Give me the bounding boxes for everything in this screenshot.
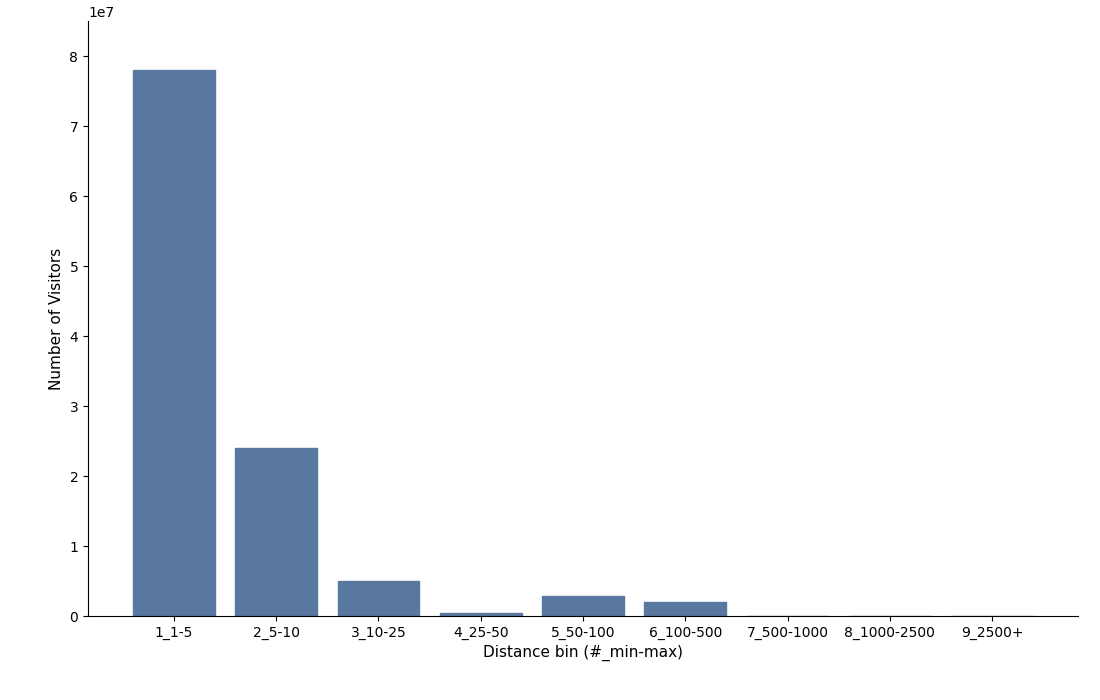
- Bar: [235, 448, 317, 616]
- Bar: [645, 602, 726, 616]
- Bar: [542, 596, 624, 616]
- X-axis label: Distance bin (#_min-max): Distance bin (#_min-max): [483, 645, 683, 661]
- Bar: [133, 70, 214, 616]
- Y-axis label: Number of Visitors: Number of Visitors: [48, 247, 64, 390]
- Bar: [440, 612, 521, 616]
- Bar: [338, 581, 419, 616]
